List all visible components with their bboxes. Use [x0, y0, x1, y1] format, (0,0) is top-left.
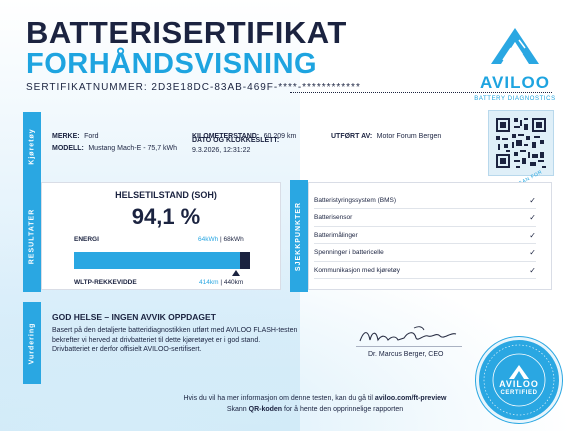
checkpoint-row: Batterimålinger ✓: [314, 227, 536, 244]
seal-sub: CERTIFIED: [500, 389, 538, 396]
results-card: [41, 182, 281, 290]
checkpoint-row: Batteristyringssystem (BMS) ✓: [314, 192, 536, 209]
checkmark-icon: ✓: [529, 213, 536, 222]
performed-by-value: Motor Forum Bergen: [376, 133, 442, 140]
band-results: RESULTATER: [23, 180, 41, 292]
band-assessment-label: Vurdering: [28, 322, 36, 364]
checkpoint-label: Kommunikasjon med kjøretøy: [314, 266, 400, 274]
band-checkpoints: SJEKKPUNKTER: [290, 180, 308, 292]
make-label: MERKE:: [52, 133, 80, 140]
soh-bar-loss: [240, 252, 250, 269]
checkpoint-row: Batterisensor ✓: [314, 210, 536, 227]
checkpoints-card: [308, 182, 552, 290]
soh-value: 94,1 %: [131, 204, 201, 229]
checkmark-icon: ✓: [529, 248, 536, 257]
signature-line: [356, 346, 462, 347]
vehicle-make-row: MERKE: Ford: [52, 125, 98, 143]
band-vehicle: Kjøretøy: [23, 112, 41, 180]
soh-bar-fill: [74, 252, 240, 269]
range-total: 440km: [223, 279, 244, 286]
vehicle-performed-row: UTFØRT AV: Motor Forum Bergen: [331, 125, 441, 143]
band-vehicle-label: Kjøretøy: [28, 127, 36, 165]
model-label: MODELL:: [52, 145, 84, 152]
energy-label: ENERGI: [74, 236, 99, 243]
certificate-number: SERTIFIKATNUMMER: 2D3E18DC-83AB-469F-***…: [26, 82, 361, 93]
assessment-line-2: bekrefter vi herved at drivbatteriet til…: [52, 336, 261, 344]
assessment-body: Basert på den detaljerte batteridiagnost…: [52, 326, 297, 355]
seal-word: AVILOO: [499, 378, 539, 389]
assessment-line-1: Basert på den detaljerte batteridiagnost…: [52, 327, 298, 334]
soh-bar-track: [74, 252, 250, 269]
energy-current: 64kWh: [198, 236, 219, 243]
checkmark-icon: ✓: [529, 195, 536, 205]
checkmark-icon: ✓: [529, 265, 536, 275]
aviloo-certified-seal: AVILOO CERTIFIED: [476, 337, 562, 423]
band-checkpoints-label: SJEKKPUNKTER: [295, 201, 303, 271]
footer-line-1: Hvis du vil ha mer informasjon om denne …: [150, 393, 480, 404]
footer-line-2-prefix: Skann: [226, 406, 249, 413]
checkpoint-label: Batterisensor: [314, 214, 353, 221]
logo-word: AVILOO: [480, 73, 550, 92]
footer-line-2-suffix: for å hente den opprinnelige rapporten: [282, 406, 404, 413]
soh-marker-icon: [232, 270, 240, 276]
vehicle-odometer-row: KILOMETERSTAND: 60 209 km: [192, 125, 296, 143]
aviloo-mountain-icon: [491, 28, 539, 64]
soh-title: HELSETILSTAND (SOH): [115, 190, 217, 200]
qr-code-icon: [494, 116, 548, 170]
band-assessment: Vurdering: [23, 302, 41, 384]
title-line-1: BATTERISERTIFIKAT: [26, 15, 347, 50]
model-value: Mustang Mach-E - 75,7 kWh: [88, 145, 178, 152]
title-line-2: FORHÅNDSVISNING: [26, 48, 318, 80]
band-results-label: RESULTATER: [28, 208, 36, 264]
footer-info: Hvis du vil ha mer informasjon om denne …: [150, 393, 480, 415]
footer-line-2: Skann QR-koden for å hente den opprinnel…: [150, 404, 480, 415]
date-value: 9.3.2026, 12:31:22: [192, 147, 251, 154]
seal-ring-icon: [483, 344, 555, 416]
certificate-number-rule: [290, 92, 552, 93]
performed-by-label: UTFØRT AV:: [331, 133, 373, 140]
range-label: WLTP-REKKEVIDDE: [74, 279, 137, 286]
signature-icon: [359, 326, 457, 342]
qr-code[interactable]: [488, 110, 554, 176]
assessment-line-3: Drivbatteriet er derfor offisielt AVILOO…: [52, 346, 202, 353]
aviloo-logo: AVILOO BATTERY DIAGNOSTICS: [470, 26, 560, 102]
footer-qr-bold: QR-koden: [248, 406, 283, 413]
certificate-number-label: SERTIFIKATNUMMER:: [26, 82, 148, 93]
logo-subtitle: BATTERY DIAGNOSTICS: [474, 96, 556, 102]
signature-name: Dr. Marcus Berger, CEO: [368, 351, 444, 358]
vehicle-date-row: DATO OG KLOKKESLETT: 9.3.2026, 12:31:22: [192, 137, 279, 154]
range-values: 414km | 440km: [199, 279, 244, 286]
odometer-value: 60 209 km: [263, 133, 297, 140]
range-current: 414km: [199, 279, 219, 286]
checkpoint-row: Kommunikasjon med kjøretøy ✓: [314, 262, 536, 279]
vehicle-model-row: MODELL: Mustang Mach-E - 75,7 kWh: [52, 137, 177, 155]
footer-line-1-text: Hvis du vil ha mer informasjon om denne …: [183, 395, 375, 402]
checkpoint-label: Batterimålinger: [314, 231, 358, 239]
date-label: DATO OG KLOKKESLETT:: [192, 137, 280, 144]
footer-link[interactable]: aviloo.com/ft-preview: [374, 395, 447, 402]
seal-mountain-icon: [509, 364, 529, 379]
checkpoint-label: Batteristyringssystem (BMS): [314, 196, 396, 204]
certificate-number-value: 2D3E18DC-83AB-469F-****-************: [151, 82, 361, 93]
assessment-heading: GOD HELSE – INGEN AVVIK OPPDAGET: [52, 312, 216, 322]
checkpoint-row: Spenninger i battericelle ✓: [314, 245, 536, 262]
make-value: Ford: [84, 133, 99, 140]
checkmark-icon: ✓: [529, 230, 536, 240]
odometer-label: KILOMETERSTAND:: [192, 133, 260, 140]
energy-values: 64kWh | 68kWh: [198, 236, 244, 243]
checkpoint-label: Spenninger i battericelle: [314, 249, 384, 256]
energy-total: 68kWh: [223, 236, 244, 243]
certificate-header: BATTERISERTIFIKAT FORHÅNDSVISNING: [26, 15, 347, 80]
